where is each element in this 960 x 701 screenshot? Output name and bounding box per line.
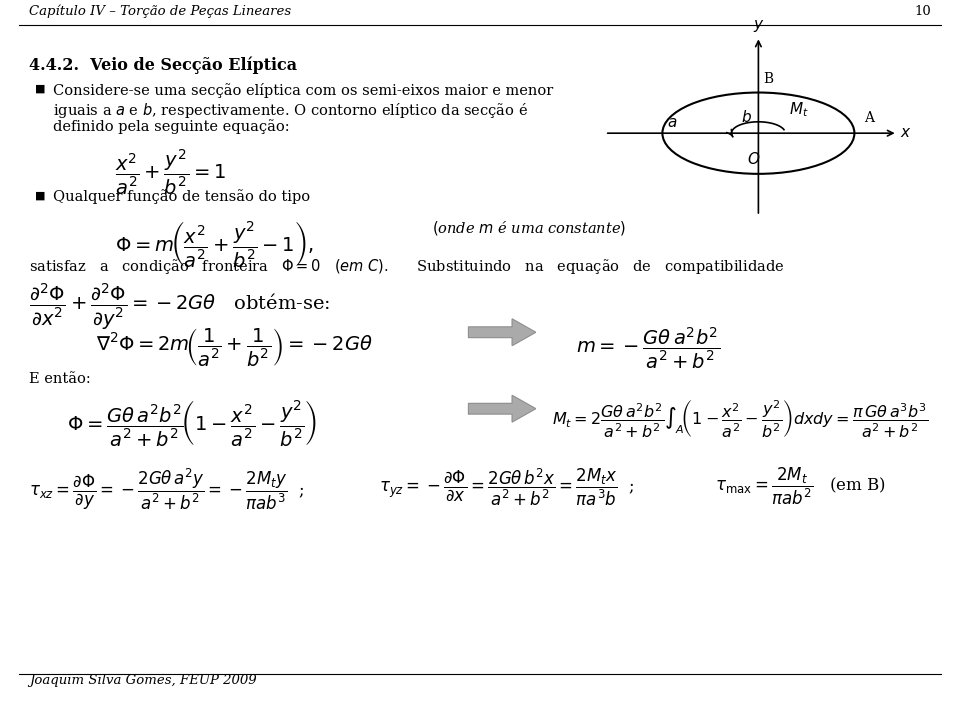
Text: E então:: E então: xyxy=(29,372,90,386)
Text: $y$: $y$ xyxy=(753,18,764,34)
Text: $\nabla^2\Phi = 2m\!\left(\dfrac{1}{a^2} + \dfrac{1}{b^2}\right) = -2G\theta$: $\nabla^2\Phi = 2m\!\left(\dfrac{1}{a^2}… xyxy=(96,326,372,368)
Text: $m = -\dfrac{G\theta\, a^2 b^2}{a^2 + b^2}$: $m = -\dfrac{G\theta\, a^2 b^2}{a^2 + b^… xyxy=(576,326,720,372)
Text: $\tau_{\max} = \dfrac{2M_t}{\pi a b^2}$   (em B): $\tau_{\max} = \dfrac{2M_t}{\pi a b^2}$ … xyxy=(715,466,886,508)
Text: $x$: $x$ xyxy=(900,126,912,140)
Text: A: A xyxy=(864,111,874,125)
Text: $\dfrac{x^2}{a^2} + \dfrac{y^2}{b^2} = 1$: $\dfrac{x^2}{a^2} + \dfrac{y^2}{b^2} = 1… xyxy=(115,147,227,197)
Text: 10: 10 xyxy=(915,4,931,18)
Polygon shape xyxy=(468,319,536,346)
Text: Considere-se uma secção elíptica com os semi-eixos maior e menor: Considere-se uma secção elíptica com os … xyxy=(53,83,553,97)
Text: Capítulo IV – Torção de Peças Lineares: Capítulo IV – Torção de Peças Lineares xyxy=(29,4,291,18)
Text: $\blacksquare$: $\blacksquare$ xyxy=(34,189,45,202)
Text: $O$: $O$ xyxy=(747,151,760,167)
Text: $\tau_{xz} = \dfrac{\partial\Phi}{\partial y} = -\dfrac{2G\theta\, a^2 y}{a^2 + : $\tau_{xz} = \dfrac{\partial\Phi}{\parti… xyxy=(29,466,303,512)
Text: $\dfrac{\partial^2\Phi}{\partial x^2} + \dfrac{\partial^2\Phi}{\partial y^2} = -: $\dfrac{\partial^2\Phi}{\partial x^2} + … xyxy=(29,282,330,332)
Text: $M_t$: $M_t$ xyxy=(789,100,808,119)
Text: satisfaz   a   condição   fronteira   $\Phi = 0$   $\mathit{(em\ C)}$.      Subs: satisfaz a condição fronteira $\Phi = 0$… xyxy=(29,257,784,275)
Text: Qualquer função de tensão do tipo: Qualquer função de tensão do tipo xyxy=(53,189,310,204)
Text: definido pela seguinte equação:: definido pela seguinte equação: xyxy=(53,119,289,134)
Text: $\tau_{yz} = -\dfrac{\partial\Phi}{\partial x} = \dfrac{2G\theta\, b^2 x}{a^2 + : $\tau_{yz} = -\dfrac{\partial\Phi}{\part… xyxy=(379,466,635,508)
Text: 4.4.2.  Veio de Secção Elíptica: 4.4.2. Veio de Secção Elíptica xyxy=(29,56,297,74)
Text: $($onde $m$ é uma constante$)$: $($onde $m$ é uma constante$)$ xyxy=(432,219,626,237)
Text: $\Phi = \dfrac{G\theta\, a^2 b^2}{a^2 + b^2}\!\left(1 - \dfrac{x^2}{a^2} - \dfra: $\Phi = \dfrac{G\theta\, a^2 b^2}{a^2 + … xyxy=(67,398,318,448)
Text: $a$: $a$ xyxy=(667,116,678,130)
Text: iguais a $a$ e $b$, respectivamente. O contorno elíptico da secção é: iguais a $a$ e $b$, respectivamente. O c… xyxy=(53,101,528,120)
Text: $M_t = 2\dfrac{G\theta\, a^2 b^2}{a^2 + b^2}\int_A\!\left(1 - \dfrac{x^2}{a^2} -: $M_t = 2\dfrac{G\theta\, a^2 b^2}{a^2 + … xyxy=(552,398,928,440)
Text: Joaquim Silva Gomes, FEUP 2009: Joaquim Silva Gomes, FEUP 2009 xyxy=(29,674,256,687)
Text: $\Phi = m\!\left(\dfrac{x^2}{a^2} + \dfrac{y^2}{b^2} - 1\right),$: $\Phi = m\!\left(\dfrac{x^2}{a^2} + \dfr… xyxy=(115,219,314,268)
Polygon shape xyxy=(468,395,536,422)
Text: $b$: $b$ xyxy=(741,109,752,125)
Text: $\blacksquare$: $\blacksquare$ xyxy=(34,83,45,95)
Text: B: B xyxy=(763,72,774,86)
